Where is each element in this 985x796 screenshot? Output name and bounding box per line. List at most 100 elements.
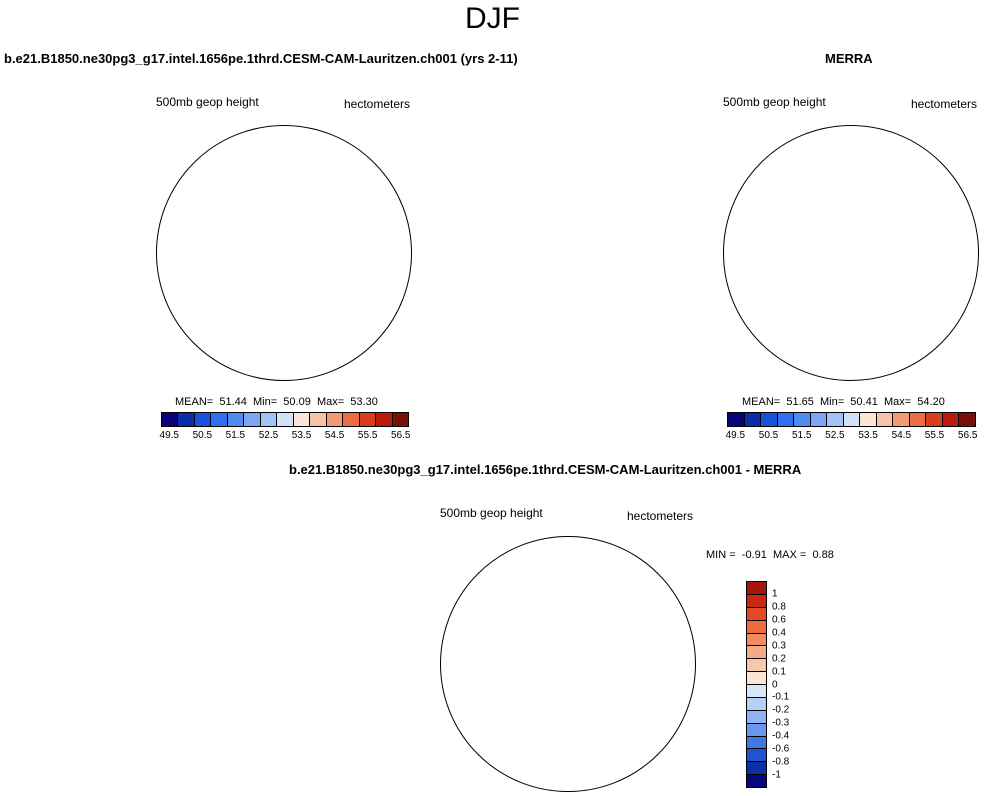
mean-prefix: MEAN=	[742, 396, 781, 408]
colorbar-tick-label: 0.1	[772, 666, 786, 678]
colorbar-cell	[777, 413, 795, 426]
mean-value: 51.44	[219, 396, 247, 408]
colorbar-tick-label: 53.5	[858, 430, 878, 441]
colorbar-cell	[747, 659, 766, 673]
colorbar-tick-label: -1	[772, 769, 781, 781]
colorbar-tick-label: -0.2	[772, 704, 790, 716]
colorbar-cell	[747, 736, 766, 750]
colorbar-cell	[810, 413, 828, 426]
colorbar-cell	[244, 413, 261, 426]
units-label-merra: hectometers	[911, 97, 978, 111]
main-title: DJF	[465, 2, 520, 35]
colorbar-cell	[747, 723, 766, 737]
globe-model	[156, 125, 412, 381]
max-prefix: Max=	[883, 396, 912, 408]
colorbar-cell	[876, 413, 894, 426]
colorbar-cell	[926, 413, 943, 426]
colorbar-model-ticks: 49.5 50.5 51.5 52.5 53.5 54.5 55.5 56.5	[159, 430, 411, 444]
colorbar-cell	[747, 710, 766, 724]
colorbar-merra-ticks: 49.5 50.5 51.5 52.5 53.5 54.5 55.5 56.5	[725, 430, 978, 444]
colorbar-cell	[277, 413, 294, 426]
colorbar-cell	[392, 413, 409, 426]
colorbar-tick-label: 51.5	[791, 430, 812, 441]
colorbar-cell	[343, 413, 360, 426]
colorbar-tick-label: -0.1	[772, 691, 790, 703]
colorbar-cell	[747, 646, 766, 660]
colorbar-model	[161, 412, 409, 427]
colorbar-cell	[942, 413, 960, 426]
colorbar-cell	[893, 413, 910, 426]
colorbar-cell	[827, 413, 844, 426]
mean-value: 51.65	[786, 396, 814, 408]
colorbar-cell	[376, 413, 393, 426]
colorbar-cell	[860, 413, 877, 426]
colorbar-tick-label: 56.5	[957, 430, 978, 441]
colorbar-cell	[959, 413, 975, 426]
colorbar-cell	[747, 775, 766, 787]
colorbar-tick-label: 0.2	[772, 653, 786, 665]
colorbar-cell	[227, 413, 245, 426]
globe-diff	[440, 536, 696, 792]
colorbar-tick-label: 53.5	[291, 430, 312, 441]
colorbar-cell	[794, 413, 811, 426]
colorbar-tick-label: 0.3	[772, 640, 786, 652]
panel-title-model: b.e21.B1850.ne30pg3_g17.intel.1656pe.1th…	[4, 51, 518, 66]
colorbar-cell	[162, 413, 179, 426]
colorbar-cell	[747, 633, 766, 647]
colorbar-cell	[211, 413, 228, 426]
max-value: 53.30	[350, 396, 378, 408]
colorbar-tick-label: -0.4	[772, 730, 790, 742]
colorbar-tick-label: -0.6	[772, 743, 790, 755]
colorbar-cell	[761, 413, 778, 426]
panel-title-merra: MERRA	[825, 51, 873, 66]
colorbar-cell	[178, 413, 195, 426]
colorbar-cell	[747, 749, 766, 763]
panel-title-diff: b.e21.B1850.ne30pg3_g17.intel.1656pe.1th…	[289, 462, 802, 477]
colorbar-cell	[747, 607, 766, 621]
colorbar-cell	[747, 594, 766, 608]
min-prefix: Min=	[820, 396, 845, 408]
colorbar-cell	[747, 582, 766, 595]
colorbar-tick-label: -0.8	[772, 756, 790, 768]
stats-model: MEAN= 51.44 Min= 50.09 Max= 53.30	[175, 396, 378, 408]
colorbar-cell	[260, 413, 278, 426]
colorbar-tick-label: 54.5	[324, 430, 345, 441]
colorbar-cell	[747, 685, 766, 698]
colorbar-tick-label: 51.5	[225, 430, 246, 441]
colorbar-cell	[728, 413, 745, 426]
colorbar-tick-label: 50.5	[192, 430, 213, 441]
colorbar-tick-label: 0	[772, 679, 778, 690]
units-label-diff: hectometers	[627, 509, 694, 523]
colorbar-tick-label: 52.5	[825, 430, 845, 441]
min-value: 50.09	[283, 396, 311, 408]
colorbar-tick-label: 0.4	[772, 627, 786, 639]
colorbar-tick-label: 0.8	[772, 601, 786, 613]
colorbar-cell	[747, 672, 766, 685]
colorbar-diff	[746, 581, 767, 788]
colorbar-tick-label: 56.5	[390, 430, 411, 441]
max-prefix: Max=	[316, 396, 345, 408]
colorbar-cell	[744, 413, 762, 426]
colorbar-cell	[194, 413, 212, 426]
globe-merra	[723, 125, 979, 381]
diff-min-value: -0.91	[741, 549, 767, 561]
stats-diff: MIN = -0.91 MAX = 0.88	[706, 549, 834, 561]
diff-max-value: 0.88	[812, 549, 834, 561]
colorbar-cell	[843, 413, 861, 426]
units-label-model: hectometers	[344, 97, 411, 111]
colorbar-tick-label: 49.5	[159, 430, 179, 441]
colorbar-tick-label: 55.5	[357, 430, 378, 441]
colorbar-tick-label: 54.5	[891, 430, 912, 441]
colorbar-cell	[747, 762, 766, 776]
colorbar-tick-label: 49.5	[725, 430, 746, 441]
colorbar-cell	[359, 413, 377, 426]
colorbar-tick-label: 1	[772, 588, 778, 600]
field-label-diff: 500mb geop height	[440, 506, 543, 520]
colorbar-tick-label: -0.3	[772, 717, 790, 729]
colorbar-cell	[747, 620, 766, 634]
colorbar-cell	[310, 413, 327, 426]
colorbar-cell	[293, 413, 311, 426]
colorbar-tick-label: 0.6	[772, 614, 786, 626]
max-value: 54.20	[917, 396, 945, 408]
colorbar-cell	[747, 697, 766, 711]
